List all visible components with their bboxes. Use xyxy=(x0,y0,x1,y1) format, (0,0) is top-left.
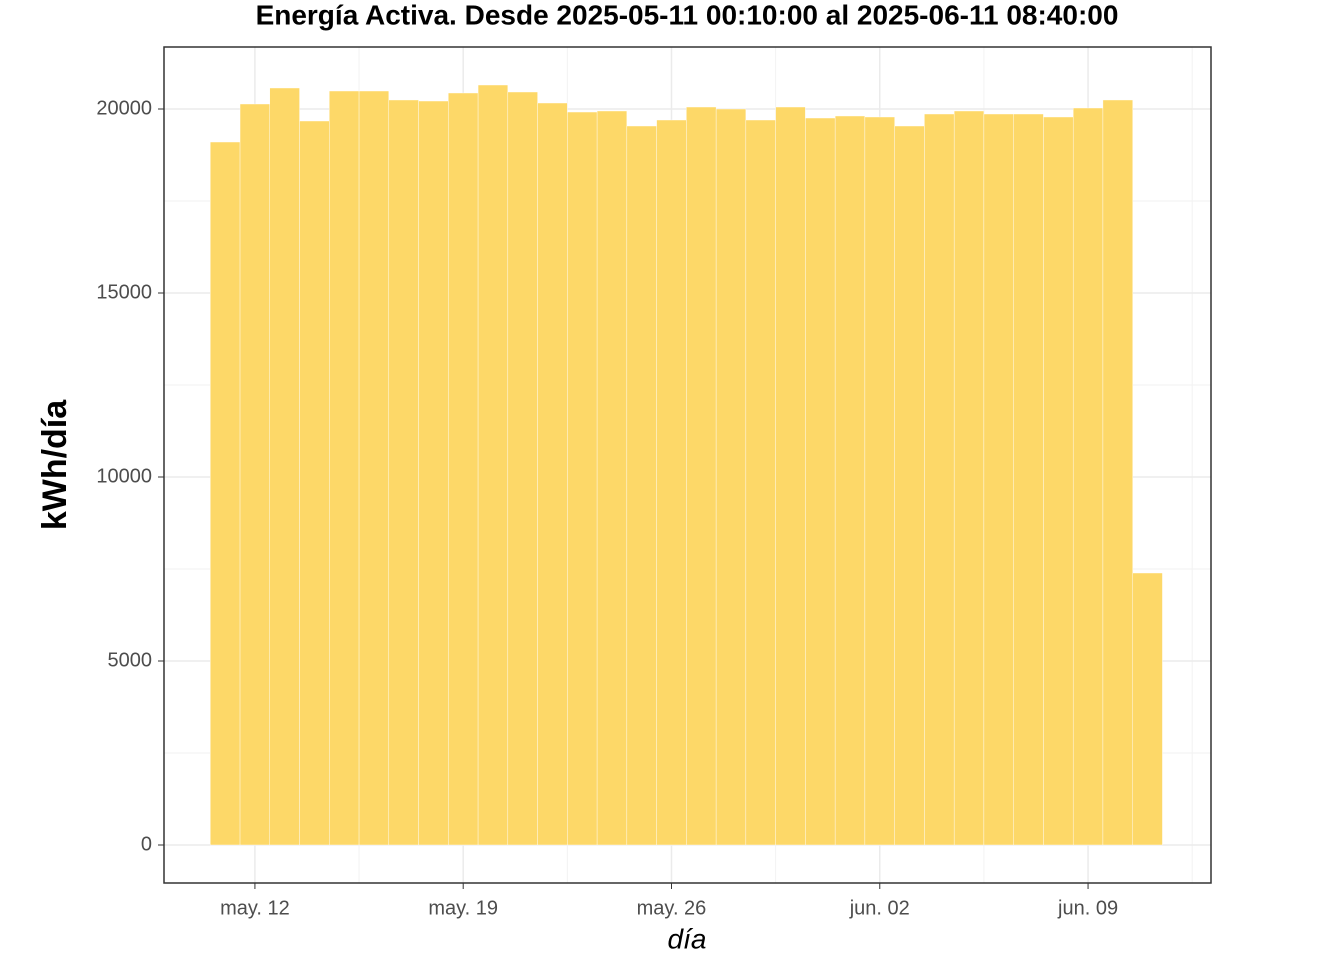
bar xyxy=(1013,113,1044,846)
bar xyxy=(1132,572,1163,846)
x-tick-label: may. 19 xyxy=(428,897,498,919)
bar xyxy=(864,116,895,846)
bar xyxy=(626,125,657,846)
x-tick-label: jun. 09 xyxy=(1057,897,1118,919)
bar xyxy=(686,106,717,846)
bar xyxy=(537,102,568,846)
bar xyxy=(924,113,955,846)
bar xyxy=(715,108,747,846)
bar xyxy=(507,91,538,846)
bar xyxy=(596,110,628,846)
y-tick-label: 5000 xyxy=(108,649,153,671)
bar xyxy=(1102,99,1133,846)
bar xyxy=(269,87,300,846)
y-tick-label: 10000 xyxy=(96,465,152,487)
bar xyxy=(477,84,509,846)
y-tick-label: 20000 xyxy=(96,97,152,119)
bar xyxy=(775,106,806,846)
bar xyxy=(239,103,270,846)
x-tick-label: may. 12 xyxy=(220,897,290,919)
bar xyxy=(448,92,479,846)
bar xyxy=(210,141,241,846)
bar xyxy=(1072,107,1104,846)
y-tick-label: 0 xyxy=(141,833,152,855)
bar xyxy=(983,113,1014,846)
chart-title: Energía Activa. Desde 2025-05-11 00:10:0… xyxy=(256,0,1119,30)
bar xyxy=(358,90,390,846)
bar xyxy=(1043,116,1074,846)
panel-border xyxy=(163,46,1212,884)
x-axis-label: día xyxy=(668,923,707,954)
bar xyxy=(805,117,836,846)
x-tick-label: jun. 02 xyxy=(849,897,910,919)
bar xyxy=(418,100,449,846)
bar xyxy=(745,119,776,846)
bar xyxy=(567,111,598,846)
bar xyxy=(656,119,687,846)
bar xyxy=(894,125,925,846)
bar xyxy=(834,115,866,846)
bar xyxy=(953,110,985,846)
x-tick-label: may. 26 xyxy=(637,897,707,919)
bar xyxy=(299,120,330,846)
y-tick-label: 15000 xyxy=(96,281,152,303)
bar xyxy=(388,99,419,846)
bar xyxy=(329,90,360,846)
y-axis-label: kWh/día xyxy=(36,399,74,530)
